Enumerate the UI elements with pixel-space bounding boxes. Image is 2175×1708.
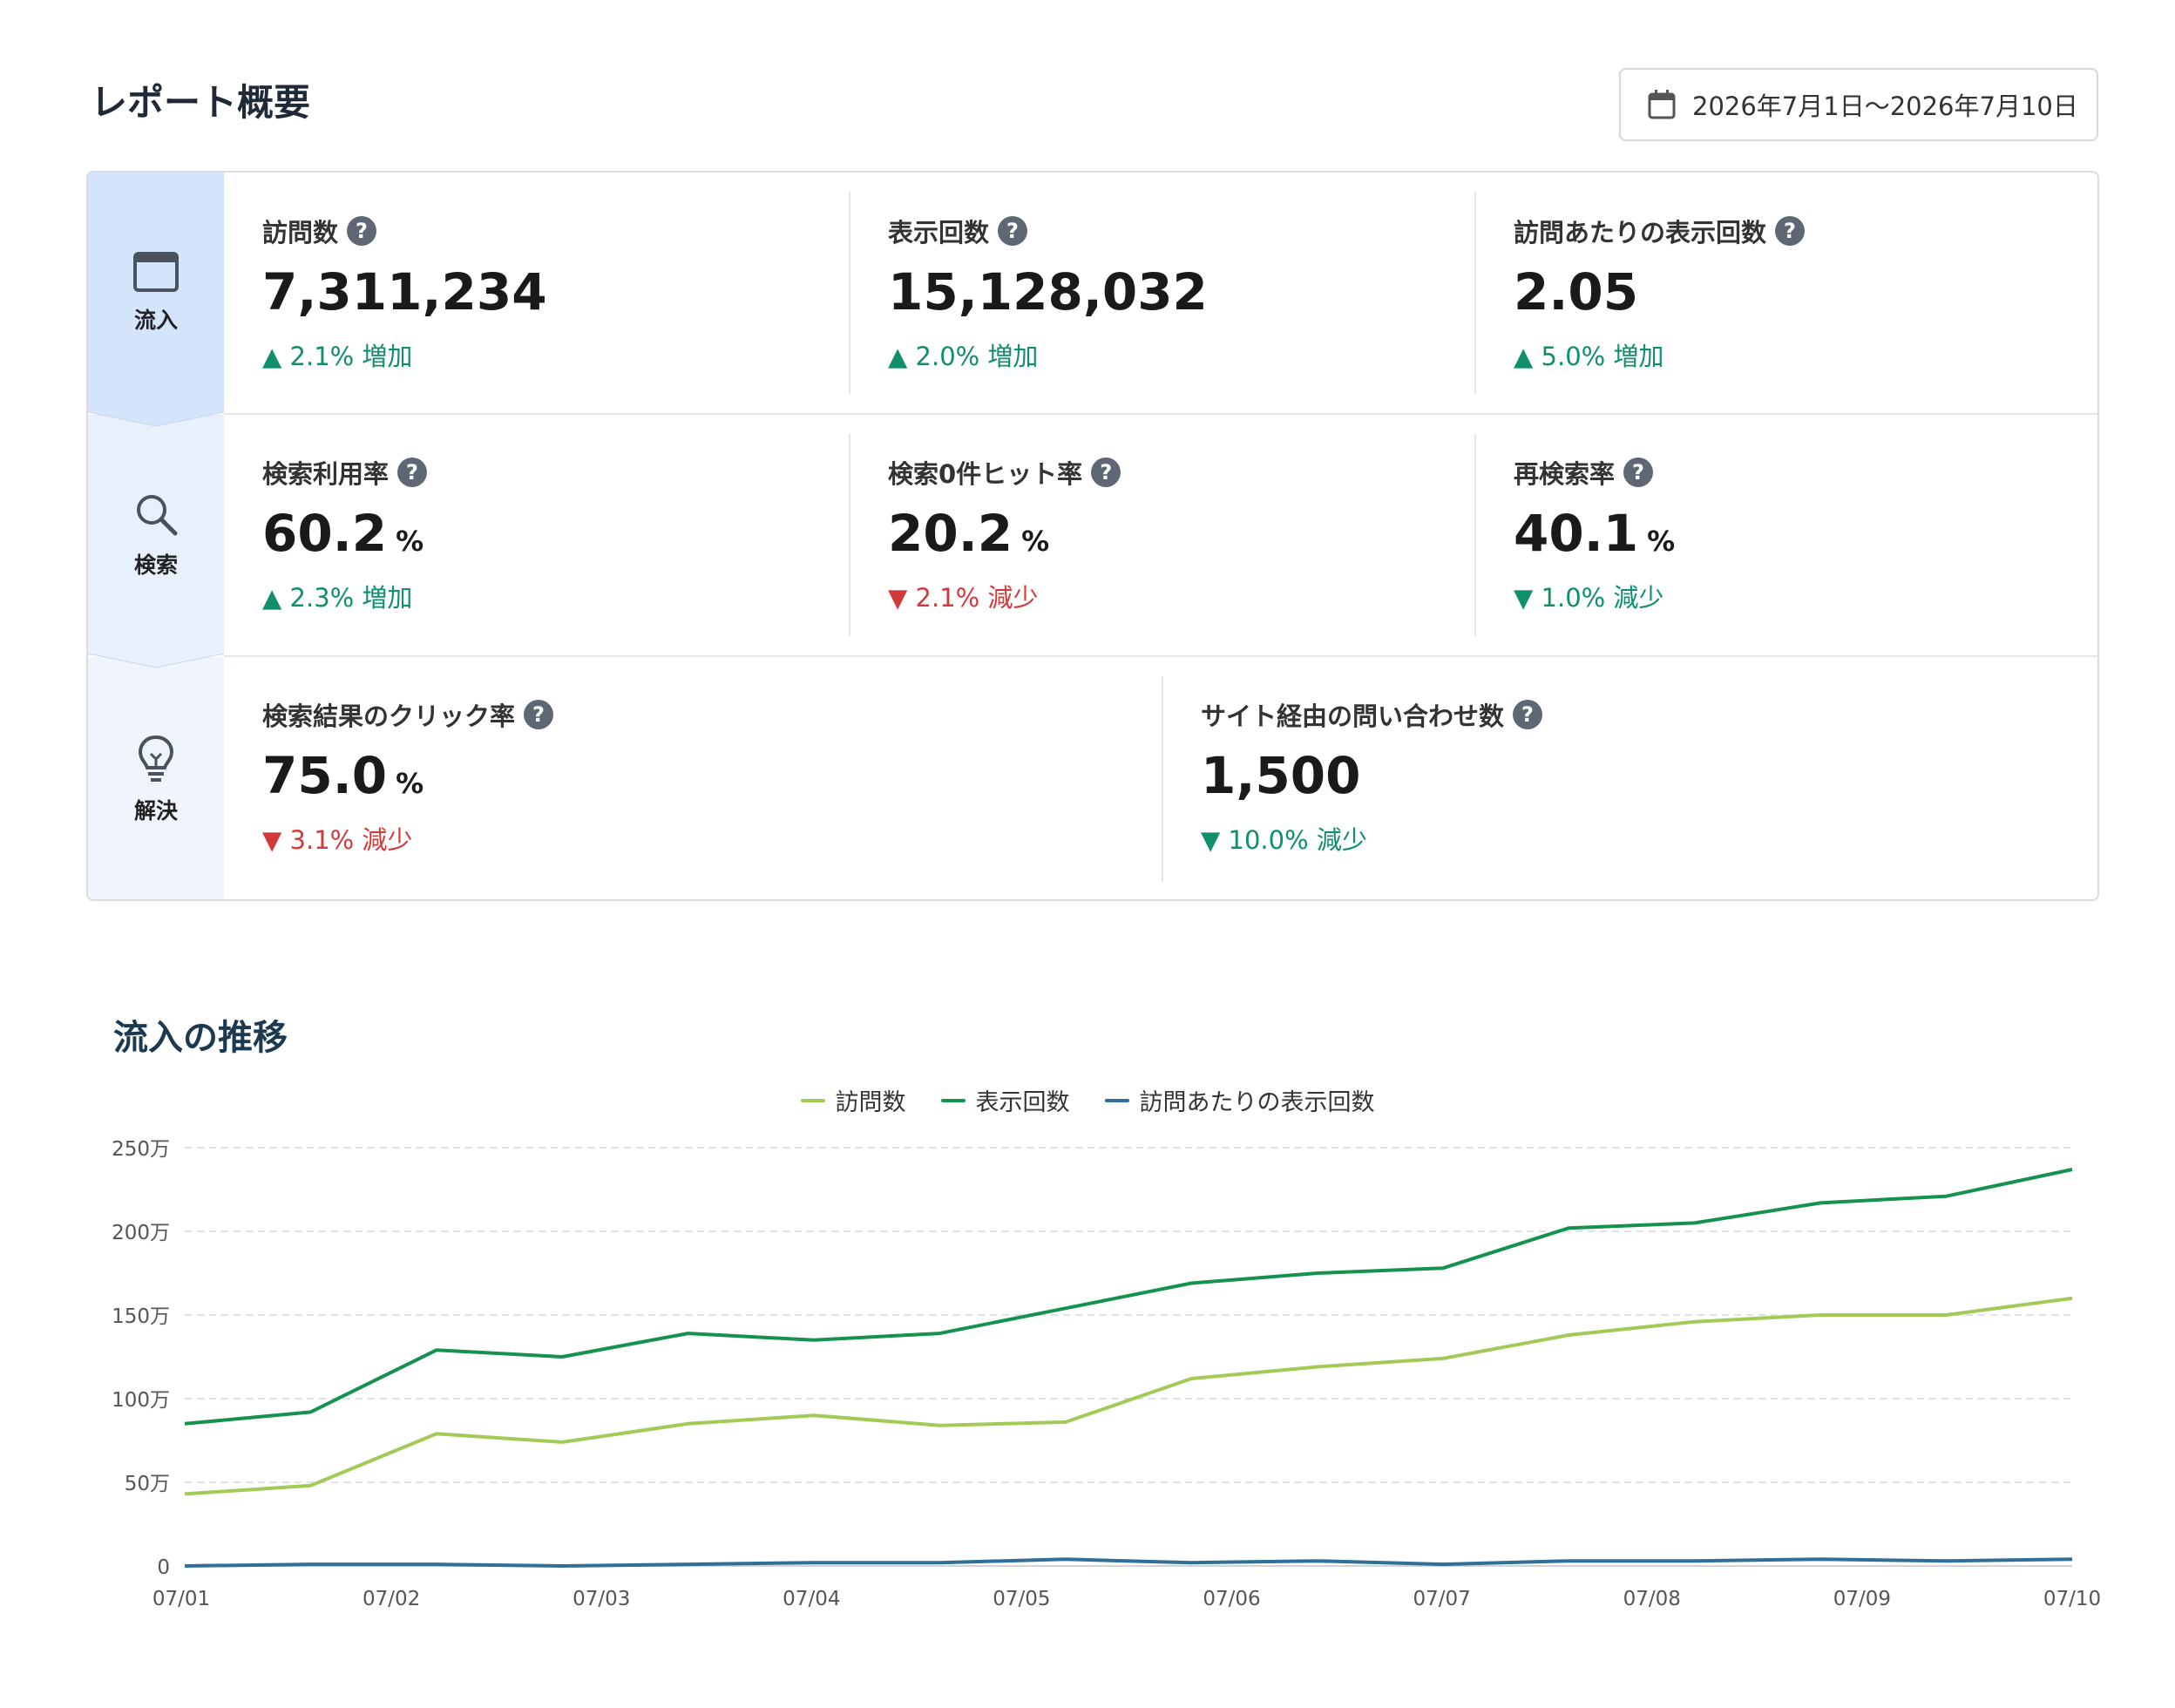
metric-value: 75.0 [262,746,388,805]
help-icon[interactable]: ? [1775,216,1806,246]
metric-search-usage: 検索利用率? 60.2% ▲ 2.3% 増加 [262,454,428,614]
help-icon[interactable]: ? [1623,458,1654,487]
metric-unit: % [396,767,424,800]
metric-change: ▲ 2.0% 増加 [888,342,1039,371]
row-divider [224,655,2097,657]
stage-label-inflow: 流入 [133,308,178,333]
series-line-0[interactable] [184,1296,2073,1496]
metric-unit: % [396,525,424,558]
series-line-1[interactable] [184,1168,2073,1426]
column-divider [1162,676,1163,882]
metric-change: ▲ 2.1% 増加 [262,342,413,371]
metric-research: 再検索率? 40.1% ▼ 1.0% 減少 [1514,454,1675,614]
metric-label: 訪問あたりの表示回数 [1514,218,1767,247]
stage-label-search: 検索 [133,552,178,578]
stage-label-resolve: 解決 [133,798,178,824]
metric-visits: 訪問数? 7,311,234 ▲ 2.1% 増加 [262,213,547,373]
browser-window-icon [133,252,179,292]
page-title: レポート概要 [91,81,311,124]
legend-swatch [940,1098,966,1102]
metric-value: 60.2 [262,504,388,563]
metric-unit: % [1021,525,1050,558]
lightbulb-icon [138,735,174,782]
metric-value: 1,500 [1201,746,1361,805]
y-tick-label: 200万 [112,1222,170,1244]
help-icon[interactable]: ? [1513,700,1543,729]
metric-change: ▲ 2.3% 増加 [262,583,413,613]
x-tick-label: 07/04 [783,1588,840,1610]
help-icon[interactable]: ? [998,216,1028,246]
y-tick-label: 100万 [112,1389,170,1412]
metric-label: サイト経由の問い合わせ数 [1201,702,1505,731]
x-tick-label: 07/09 [1833,1588,1891,1610]
x-tick-label: 07/02 [362,1588,420,1610]
y-tick-label: 0 [157,1556,170,1579]
metric-label: 検索利用率 [262,459,390,489]
metric-label: 再検索率 [1514,459,1616,489]
search-icon [137,495,178,536]
legend-item-pages-per-visit[interactable]: 訪問あたりの表示回数 [1104,1083,1375,1117]
x-tick-label: 07/10 [2043,1588,2101,1610]
legend-item-pageviews[interactable]: 表示回数 [940,1083,1070,1117]
y-tick-label: 150万 [112,1305,170,1328]
metric-value: 20.2 [888,504,1013,563]
legend-swatch [800,1098,825,1102]
help-icon[interactable]: ? [397,458,428,487]
x-tick-label: 07/06 [1203,1588,1260,1610]
metric-value: 40.1 [1514,504,1639,563]
metric-label: 表示回数 [888,218,990,247]
column-divider [849,434,850,636]
chart-section-title: 流入の推移 [113,1018,288,1058]
metric-value: 7,311,234 [262,262,547,322]
x-tick-label: 07/01 [152,1588,210,1610]
x-tick-label: 07/08 [1623,1588,1681,1610]
metric-label: 検索結果のクリック率 [262,702,516,731]
legend-swatch [1104,1098,1129,1102]
metric-label: 検索0件ヒット率 [888,459,1083,489]
metric-unit: % [1647,525,1676,558]
metric-label: 訪問数 [262,218,339,247]
x-tick-label: 07/07 [1413,1588,1471,1610]
column-divider [1474,192,1476,394]
metric-change: ▲ 5.0% 増加 [1514,342,1664,371]
metric-pages-per-visit: 訪問あたりの表示回数? 2.05 ▲ 5.0% 増加 [1514,213,1806,373]
help-icon[interactable]: ? [524,700,554,729]
x-tick-label: 07/05 [993,1588,1050,1610]
metric-pageviews: 表示回数? 15,128,032 ▲ 2.0% 増加 [888,213,1208,373]
stage-arrow [88,654,224,668]
legend-label: 訪問あたりの表示回数 [1139,1089,1375,1116]
date-range-picker[interactable]: 2026年7月1日〜2026年7月10日 [1619,68,2098,141]
legend-item-visits[interactable]: 訪問数 [800,1083,906,1117]
series-line-2[interactable] [184,1557,2073,1568]
stage-arrow [88,412,224,427]
metric-change: ▼ 10.0% 減少 [1201,825,1367,855]
metric-change: ▼ 1.0% 減少 [1514,583,1664,613]
chart-legend: 訪問数 表示回数 訪問あたりの表示回数 [0,1083,2175,1117]
y-tick-label: 50万 [125,1473,170,1495]
y-tick-label: 250万 [112,1138,170,1161]
row-divider [224,413,2097,415]
stage-resolve: 解決 [88,657,224,899]
help-icon[interactable]: ? [1091,458,1121,487]
trend-line-chart: 0 50万 100万 150万 200万 250万 07/01 07/02 07/03 07/04… [112,1138,2101,1610]
metric-value: 15,128,032 [888,262,1208,322]
column-divider [849,192,850,394]
stage-search: 検索 [88,415,224,655]
metrics-panel: 流入 検索 解決 訪問数? 7,311,234 ▲ 2.1% 増加 表示回数? [86,171,2099,901]
metric-change: ▼ 2.1% 減少 [888,583,1039,613]
metric-change: ▼ 3.1% 減少 [262,825,413,855]
help-icon[interactable]: ? [347,216,377,246]
metric-click-rate: 検索結果のクリック率? 75.0% ▼ 3.1% 減少 [262,696,554,857]
legend-label: 訪問数 [835,1089,906,1116]
x-tick-label: 07/03 [573,1588,630,1610]
calendar-icon [1648,90,1676,119]
metric-inquiries: サイト経由の問い合わせ数? 1,500 ▼ 10.0% 減少 [1201,696,1543,857]
metric-value: 2.05 [1514,262,1639,322]
legend-label: 表示回数 [975,1089,1070,1116]
column-divider [1474,434,1476,636]
metric-zero-hit: 検索0件ヒット率? 20.2% ▼ 2.1% 減少 [888,454,1121,614]
date-range-text: 2026年7月1日〜2026年7月10日 [1692,92,2078,121]
stage-inflow: 流入 [88,173,224,413]
